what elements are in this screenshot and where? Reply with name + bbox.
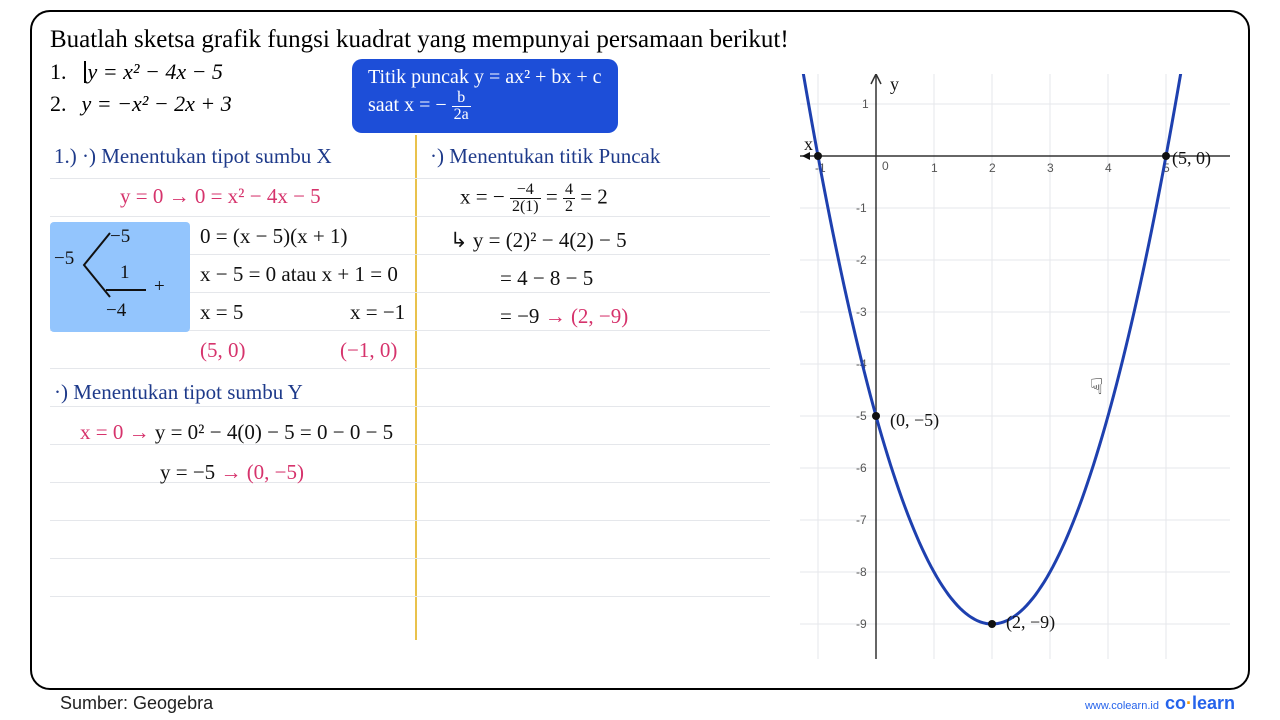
bluebox-line1: Titik puncak y = ax² + bx + c: [368, 65, 602, 90]
work-l5a: x = 5: [200, 300, 243, 325]
svg-text:-9: -9: [856, 617, 867, 631]
work-r4: = 4 − 8 − 5: [500, 266, 593, 291]
svg-text:y: y: [890, 74, 899, 94]
work-h2: ·) Menentukan tipot sumbu Y: [54, 380, 303, 405]
svg-text:(2, −9): (2, −9): [1006, 612, 1055, 633]
work-r3: ↳ y = (2)² − 4(2) − 5: [450, 228, 627, 253]
svg-text:1: 1: [931, 161, 938, 175]
work-l3: 0 = (x − 5)(x + 1): [200, 224, 348, 249]
svg-text:-3: -3: [856, 305, 867, 319]
svg-text:4: 4: [1105, 161, 1112, 175]
svg-text:-5: -5: [856, 409, 867, 423]
eq1: y = x² − 4x − 5: [82, 59, 223, 84]
work-l6b: (−1, 0): [340, 338, 397, 363]
work-h1: 1.) ·) Menentukan tipot sumbu X: [54, 144, 332, 169]
svg-text:-6: -6: [856, 461, 867, 475]
bluebox-line2: saat x = − b2a: [368, 90, 602, 123]
factor-sum: −4: [106, 300, 126, 322]
work-l6a: (5, 0): [200, 338, 246, 363]
factor-sum-line: [106, 286, 146, 294]
factor-plus: +: [154, 276, 165, 298]
work-h3: ·) Menentukan titik Puncak: [430, 144, 660, 169]
vertex-formula-box: Titik puncak y = ax² + bx + c saat x = −…: [352, 59, 618, 133]
source-footer: Sumber: Geogebra: [60, 693, 213, 714]
hand-cursor-icon: ☟: [1090, 374, 1103, 400]
work-l5b: x = −1: [350, 300, 405, 325]
brand-footer: www.colearn.idco·learn: [1085, 693, 1235, 714]
work-l4a: x − 5 = 0 atau x + 1 = 0: [200, 262, 398, 287]
eq2-num: 2.: [50, 88, 76, 120]
svg-text:x: x: [804, 134, 813, 154]
work-r5: = −9 → (2, −9): [500, 304, 628, 329]
factor-bot: 1: [120, 262, 130, 284]
svg-text:0: 0: [882, 159, 889, 173]
svg-text:(0, −5): (0, −5): [890, 410, 939, 431]
work-area: 1.) ·) Menentukan tipot sumbu X y = 0 → …: [50, 140, 770, 640]
parabola-graph: -1012345-9-8-7-6-5-4-3-2-1yx(−1, 0)(5, 0…: [800, 74, 1230, 659]
work-r2: x = − −42(1) = 42 = 2: [460, 182, 608, 215]
page-title: Buatlah sketsa grafik fungsi kuadrat yan…: [50, 26, 1230, 54]
work-l2: y = 0 → 0 = x² − 4x − 5: [120, 184, 321, 209]
graph-panel: -1012345-9-8-7-6-5-4-3-2-1yx(−1, 0)(5, 0…: [800, 74, 1230, 659]
svg-text:2: 2: [989, 161, 996, 175]
svg-text:-8: -8: [856, 565, 867, 579]
eq1-num: 1.: [50, 56, 76, 88]
svg-text:-7: -7: [856, 513, 867, 527]
svg-text:-1: -1: [856, 201, 867, 215]
work-l8: x = 0 → x = 0 → y = 0² − 4(0) − 5 = 0 − …: [80, 420, 393, 445]
factor-left: −5: [54, 248, 74, 270]
card: Buatlah sketsa grafik fungsi kuadrat yan…: [30, 10, 1250, 690]
svg-text:-2: -2: [856, 253, 867, 267]
svg-text:1: 1: [862, 97, 869, 111]
svg-text:3: 3: [1047, 161, 1054, 175]
svg-text:(5, 0): (5, 0): [1172, 148, 1211, 169]
eq2: y = −x² − 2x + 3: [82, 91, 232, 116]
work-l9: y = −5 → (0, −5): [160, 460, 304, 485]
